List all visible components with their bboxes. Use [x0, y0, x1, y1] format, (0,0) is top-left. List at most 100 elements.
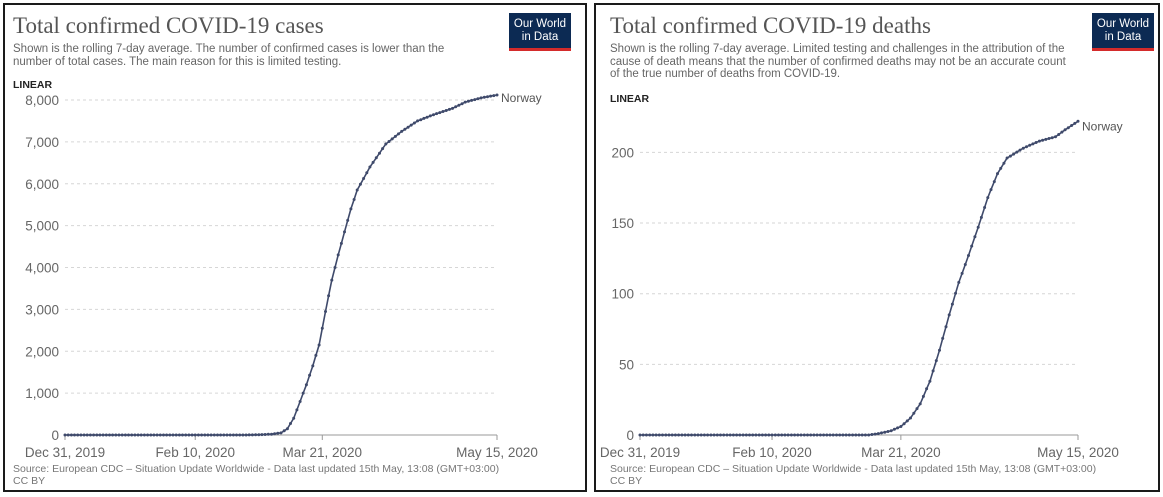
- x-tick-label: May 15, 2020: [456, 445, 538, 460]
- data-point: [1066, 126, 1070, 130]
- data-point: [970, 244, 974, 248]
- data-point: [476, 97, 480, 101]
- data-point: [944, 325, 948, 329]
- data-point: [257, 433, 261, 437]
- series-line[interactable]: [640, 120, 1079, 436]
- data-point: [419, 118, 423, 122]
- data-point: [744, 433, 748, 437]
- license-link[interactable]: CC BY: [13, 475, 46, 487]
- data-point: [876, 432, 880, 436]
- series-label[interactable]: Norway: [501, 91, 542, 105]
- data-point: [1021, 146, 1025, 150]
- data-point: [165, 433, 169, 437]
- logo-line-1: Our World: [1096, 18, 1150, 30]
- data-point: [905, 419, 909, 423]
- data-point: [451, 106, 454, 110]
- y-tick-label: 150: [611, 216, 634, 231]
- data-point: [400, 129, 404, 133]
- data-point: [104, 433, 108, 437]
- data-point: [1005, 156, 1009, 160]
- data-point: [454, 105, 458, 109]
- data-point: [273, 432, 277, 436]
- data-point: [397, 132, 400, 136]
- chart-subtitle: Shown is the rolling 7-day average. The …: [13, 43, 445, 68]
- data-point: [857, 433, 861, 437]
- deaths-line-chart: 0 50 100 150 200 Dec 31, 2019 Feb 10, 2020 Mar …: [600, 119, 1123, 460]
- data-point: [88, 433, 92, 437]
- data-point: [822, 433, 826, 437]
- data-point: [346, 218, 350, 222]
- data-point: [983, 206, 987, 209]
- series-label[interactable]: Norway: [1082, 119, 1123, 133]
- data-point: [206, 433, 210, 437]
- data-point: [644, 433, 648, 437]
- data-point: [406, 125, 410, 129]
- series-line[interactable]: [65, 94, 498, 436]
- data-point: [292, 416, 296, 420]
- data-point: [120, 433, 124, 437]
- data-point: [384, 142, 388, 146]
- data-point: [149, 433, 153, 437]
- data-point: [82, 433, 86, 437]
- data-point: [444, 109, 448, 112]
- cases-chart-panel: Total confirmed COVID-19 cases Shown is …: [3, 3, 587, 492]
- data-point: [463, 100, 467, 104]
- data-point: [941, 336, 945, 340]
- data-point: [1008, 154, 1012, 158]
- data-point: [812, 433, 816, 437]
- data-point: [880, 431, 883, 435]
- data-point: [851, 433, 855, 437]
- data-point: [330, 278, 334, 282]
- data-point: [783, 433, 787, 437]
- y-tick-label: 4,000: [25, 261, 59, 276]
- data-point: [973, 235, 977, 239]
- data-point: [918, 402, 922, 406]
- data-point: [282, 429, 286, 433]
- scale-toggle[interactable]: LINEAR: [610, 93, 650, 105]
- data-point: [260, 433, 264, 437]
- x-tick-label: Dec 31, 2019: [25, 445, 105, 460]
- data-point: [992, 180, 996, 184]
- data-point: [158, 433, 162, 437]
- data-point: [95, 433, 99, 437]
- data-point: [886, 430, 890, 433]
- data-point: [754, 433, 758, 437]
- data-point: [203, 433, 207, 437]
- data-point: [225, 433, 229, 437]
- data-point: [889, 429, 893, 433]
- data-point: [654, 433, 658, 437]
- data-point: [789, 433, 793, 437]
- logo-line-1: Our World: [513, 18, 567, 30]
- data-point: [709, 433, 713, 437]
- data-point: [289, 422, 292, 425]
- data-point: [428, 114, 432, 118]
- data-point: [799, 433, 803, 437]
- data-point: [358, 182, 362, 186]
- data-point: [374, 156, 378, 160]
- data-point: [438, 111, 442, 115]
- data-point: [349, 207, 353, 211]
- data-point: [146, 433, 150, 437]
- data-point: [1054, 135, 1057, 139]
- data-point: [1047, 137, 1051, 140]
- data-point: [728, 433, 732, 437]
- owid-logo[interactable]: Our World in Data: [509, 13, 571, 51]
- data-point: [867, 433, 871, 437]
- data-point: [130, 433, 134, 437]
- data-point: [693, 433, 697, 437]
- data-point: [435, 112, 439, 116]
- data-point: [831, 433, 835, 437]
- data-point: [228, 433, 232, 437]
- data-point: [378, 151, 381, 155]
- scale-toggle[interactable]: LINEAR: [13, 79, 53, 91]
- data-point: [295, 408, 299, 412]
- data-point: [947, 313, 951, 317]
- data-point: [63, 433, 67, 437]
- license-link[interactable]: CC BY: [610, 475, 643, 487]
- data-point: [719, 433, 722, 437]
- data-point: [136, 433, 140, 437]
- data-point: [482, 95, 486, 99]
- owid-logo[interactable]: Our World in Data: [1092, 13, 1154, 51]
- data-point: [915, 407, 919, 411]
- data-point: [250, 433, 254, 437]
